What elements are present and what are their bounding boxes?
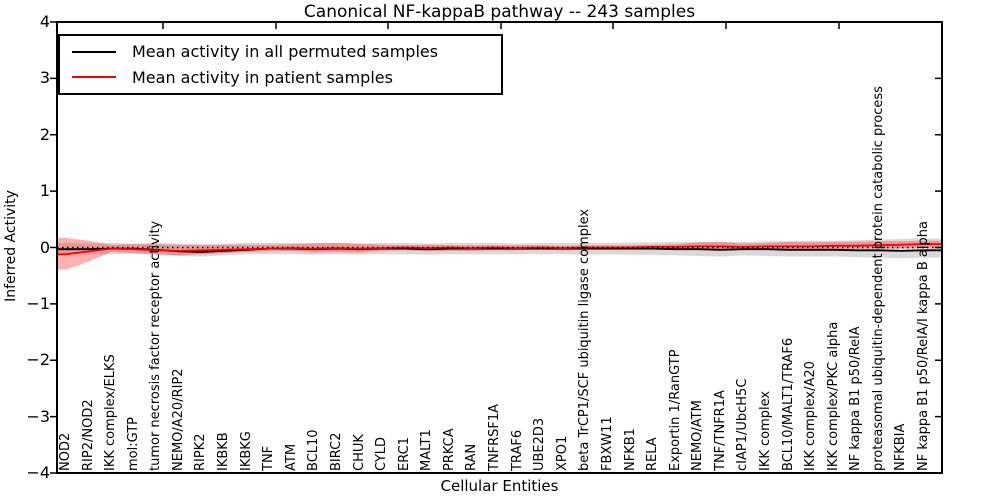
x-tick-label: RIPK2: [193, 433, 209, 471]
x-tick-label: TNFRSF1A: [487, 403, 503, 471]
x-tick-label: TNF: [261, 445, 277, 471]
y-tick-label: 4: [39, 12, 50, 31]
x-tick-label: IKK complex/A20: [803, 361, 819, 471]
permuted-mean-line: [58, 247, 941, 253]
x-tick-label: BCL10: [306, 429, 322, 471]
patient-line-swatch: [72, 76, 116, 79]
x-tick-label: cIAP1/UbcH5C: [735, 378, 751, 471]
legend-row-permuted: Mean activity in all permuted samples: [60, 42, 501, 61]
x-tick-label: BCL10/MALT1/TRAF6: [780, 337, 796, 471]
x-tick-label: IKBKB: [216, 432, 232, 471]
x-tick-label: NFKBIA: [893, 423, 909, 471]
y-tick-label: 3: [39, 68, 50, 88]
x-tick-label: NF kappa B1 p50/RelA: [848, 326, 864, 471]
x-tick-label: CHUK: [351, 434, 367, 471]
y-tick-label: 0: [39, 237, 50, 257]
x-tick-label: ATM: [283, 443, 299, 471]
x-tick-label: proteasomal ubiquitin-dependent protein …: [870, 86, 886, 471]
x-tick-label: NFKB1: [622, 428, 638, 471]
x-tick-label: XPO1: [554, 435, 570, 471]
x-tick-label: TRAF6: [509, 429, 525, 471]
legend-label-permuted: Mean activity in all permuted samples: [132, 42, 439, 62]
y-tick-label: −4: [26, 463, 50, 482]
y-tick-label: 2: [39, 124, 50, 144]
x-tick-label: IKK complex/ELKS: [103, 354, 119, 471]
x-tick-label: RELA: [645, 437, 661, 471]
x-tick-label: PRKCA: [441, 428, 457, 471]
y-tick-label: −1: [26, 293, 50, 313]
x-tick-label: TNF/TNFR1A: [712, 390, 728, 471]
x-tick-label: MALT1: [419, 429, 435, 471]
x-tick-label: Exportin 1/RanGTP: [667, 349, 683, 471]
x-tick-label: FBXW11: [599, 416, 615, 471]
x-tick-label: NOD2: [58, 432, 73, 471]
x-tick-label: UBE2D3: [532, 417, 548, 471]
x-tick-label: IKBKG: [238, 431, 254, 471]
patient-mean-line: [58, 243, 941, 256]
x-tick-label: beta TrCP1/SCF ubiquitin ligase complex: [577, 208, 593, 471]
x-tick-label: IKK complex/PKC alpha: [825, 321, 841, 471]
x-tick-label: ERC1: [396, 437, 412, 471]
x-tick-label: NEMO/ATM: [690, 400, 706, 471]
legend: Mean activity in all permuted samples Me…: [58, 34, 503, 95]
x-tick-label: NF kappa B1 p50/RelA/I kappa B alpha: [916, 221, 932, 471]
y-tick-label: −2: [26, 350, 50, 370]
permuted-line-swatch: [72, 50, 116, 53]
legend-label-patient: Mean activity in patient samples: [132, 67, 393, 87]
y-tick-label: 1: [39, 181, 50, 201]
legend-row-patient: Mean activity in patient samples: [60, 68, 501, 87]
x-axis-label: Cellular Entities: [440, 477, 559, 495]
x-tick-label: tumor necrosis factor receptor activity: [148, 220, 164, 471]
x-tick-label: NEMO/A20/RIP2: [170, 368, 186, 471]
x-tick-label: IKK complex: [757, 390, 773, 471]
chart-title: Canonical NF-kappaB pathway -- 243 sampl…: [303, 2, 696, 22]
x-tick-label: CYLD: [374, 436, 390, 471]
x-tick-label: BIRC2: [328, 432, 344, 472]
x-tick-label: RIP2/NOD2: [80, 399, 96, 471]
y-tick-label: −3: [26, 406, 50, 426]
x-tick-label: mol:GTP: [125, 417, 141, 471]
x-tick-label: RAN: [464, 443, 480, 471]
